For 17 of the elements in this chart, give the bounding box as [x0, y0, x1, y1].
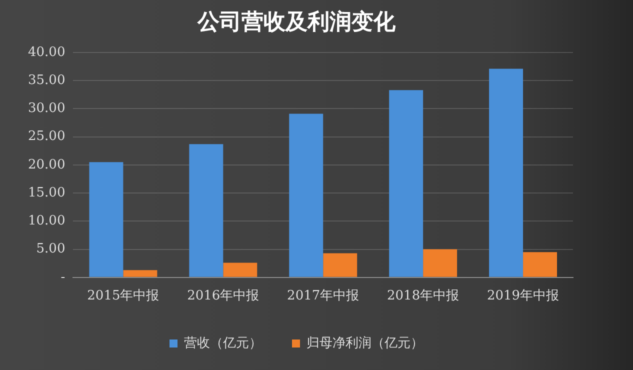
x-tick-label: 2019年中报 [486, 288, 560, 304]
y-tick-label: 15.00 [28, 185, 66, 200]
chart-title: 公司营收及利润变化 [196, 8, 396, 35]
legend-label: 营收（亿元） [184, 336, 262, 351]
x-tick-label: 2015年中报 [87, 288, 160, 304]
y-tick-label: 30.00 [28, 101, 66, 116]
y-tick-label: 40.00 [28, 44, 66, 60]
y-tick-label: 5.00 [36, 242, 66, 257]
y-tick-label: - [60, 270, 66, 285]
y-tick-label: 20.00 [28, 157, 66, 172]
y-tick-label: 25.00 [28, 129, 66, 144]
legend-label: 归母净利润（亿元） [306, 336, 424, 351]
x-tick-label: 2017年中报 [287, 288, 360, 304]
y-tick-label: 10.00 [28, 214, 66, 229]
y-tick-label: 35.00 [28, 72, 66, 88]
x-tick-label: 2018年中报 [387, 288, 460, 304]
x-tick-label: 2016年中报 [187, 288, 260, 304]
